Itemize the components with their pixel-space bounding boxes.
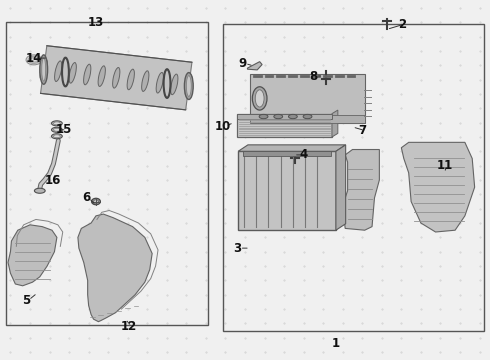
- Ellipse shape: [252, 87, 267, 110]
- Polygon shape: [78, 214, 152, 321]
- Ellipse shape: [84, 64, 91, 85]
- Text: 9: 9: [239, 57, 246, 70]
- Ellipse shape: [51, 127, 62, 132]
- Polygon shape: [247, 62, 262, 70]
- Text: 11: 11: [436, 159, 452, 172]
- Ellipse shape: [171, 74, 178, 95]
- Text: 2: 2: [398, 18, 406, 31]
- Ellipse shape: [54, 61, 62, 81]
- Text: 14: 14: [26, 51, 42, 64]
- Ellipse shape: [185, 76, 193, 96]
- Polygon shape: [332, 110, 338, 137]
- Text: 10: 10: [215, 120, 231, 133]
- Ellipse shape: [28, 56, 40, 63]
- Polygon shape: [238, 145, 345, 151]
- Ellipse shape: [289, 114, 297, 119]
- Ellipse shape: [113, 68, 120, 88]
- Text: 6: 6: [82, 192, 90, 204]
- Ellipse shape: [255, 90, 264, 107]
- Text: 8: 8: [309, 69, 318, 82]
- Bar: [237, 114, 332, 120]
- Polygon shape: [401, 142, 475, 232]
- Ellipse shape: [259, 114, 268, 119]
- Text: 7: 7: [358, 124, 367, 137]
- Ellipse shape: [186, 76, 191, 96]
- Bar: [223, 24, 485, 330]
- Ellipse shape: [53, 122, 60, 125]
- Ellipse shape: [156, 72, 163, 93]
- Text: 5: 5: [22, 294, 30, 307]
- Ellipse shape: [142, 71, 149, 91]
- Polygon shape: [336, 145, 345, 230]
- Bar: [238, 151, 336, 230]
- Bar: [243, 151, 331, 156]
- Ellipse shape: [51, 134, 62, 139]
- Ellipse shape: [94, 200, 98, 203]
- Ellipse shape: [184, 73, 193, 99]
- Bar: [250, 116, 365, 123]
- Polygon shape: [41, 46, 192, 110]
- Ellipse shape: [51, 121, 62, 126]
- Bar: [237, 114, 332, 137]
- Ellipse shape: [92, 198, 100, 205]
- Polygon shape: [343, 149, 379, 230]
- Text: 13: 13: [88, 16, 104, 29]
- Ellipse shape: [274, 114, 283, 119]
- Text: 4: 4: [299, 148, 308, 161]
- Ellipse shape: [53, 135, 60, 138]
- Bar: [5, 22, 208, 325]
- Text: 12: 12: [121, 320, 137, 333]
- Ellipse shape: [40, 55, 48, 84]
- Text: 1: 1: [331, 337, 340, 350]
- Bar: [250, 74, 365, 123]
- Text: 16: 16: [45, 174, 61, 186]
- Ellipse shape: [26, 55, 42, 65]
- Ellipse shape: [98, 66, 105, 86]
- Ellipse shape: [30, 58, 37, 62]
- Text: 3: 3: [233, 242, 241, 255]
- Ellipse shape: [53, 129, 60, 131]
- Polygon shape: [8, 225, 57, 286]
- Ellipse shape: [40, 59, 48, 80]
- Ellipse shape: [42, 58, 46, 81]
- Ellipse shape: [34, 188, 45, 193]
- Ellipse shape: [303, 114, 312, 119]
- Text: 15: 15: [56, 123, 73, 136]
- Ellipse shape: [127, 69, 134, 90]
- Ellipse shape: [69, 63, 76, 83]
